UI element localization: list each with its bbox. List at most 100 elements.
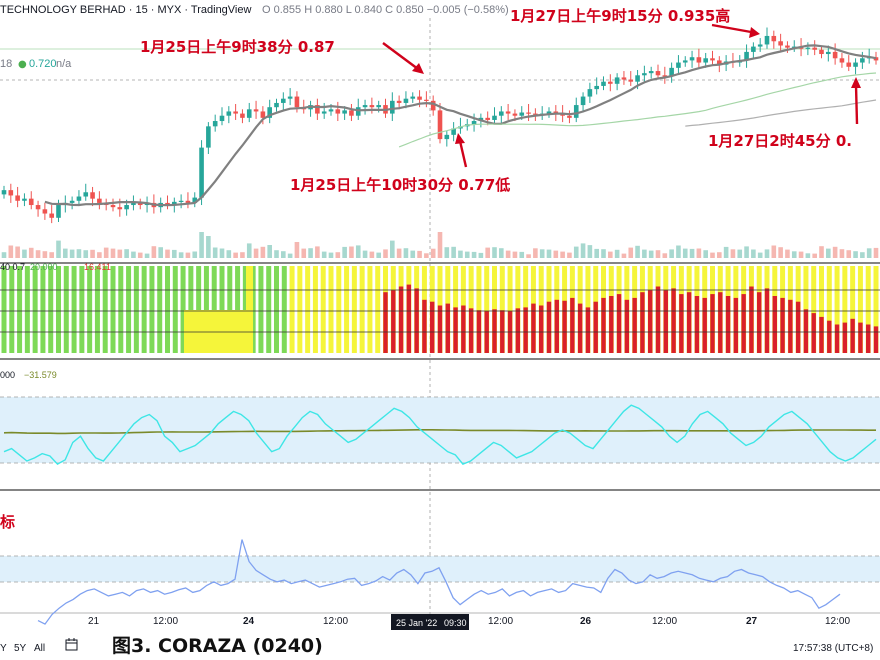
volume-bar bbox=[22, 249, 27, 258]
range-5y[interactable]: 5Y bbox=[14, 643, 27, 654]
candle-body bbox=[567, 115, 572, 118]
osc1-bar bbox=[398, 286, 404, 353]
candle-body bbox=[437, 110, 443, 140]
osc1-bar bbox=[63, 266, 69, 353]
candle-body bbox=[832, 51, 838, 59]
indicator-na: n/a bbox=[56, 58, 72, 70]
calendar-icon[interactable] bbox=[65, 638, 78, 651]
candle-body bbox=[812, 47, 817, 50]
annotation-2: 1月25日上午10时30分 0.77低 bbox=[290, 176, 510, 194]
candle-body bbox=[8, 190, 14, 196]
volume-bar bbox=[206, 236, 211, 258]
osc1-bar bbox=[795, 301, 801, 353]
candle-body bbox=[791, 46, 797, 48]
candle-body bbox=[764, 35, 770, 45]
osc1-bar bbox=[819, 266, 824, 353]
osc1-bar bbox=[258, 266, 264, 353]
candle-body bbox=[594, 85, 599, 90]
candle-body bbox=[260, 111, 266, 118]
osc1-bar bbox=[375, 266, 381, 353]
candle-body bbox=[321, 111, 327, 114]
osc1-bar bbox=[430, 301, 435, 353]
volume-bar bbox=[471, 251, 477, 258]
volume-bar bbox=[451, 246, 456, 258]
volume-bar bbox=[42, 251, 48, 258]
osc1-legend-c: 16.411 bbox=[84, 262, 111, 272]
volume-bar bbox=[417, 250, 422, 258]
osc1-bar bbox=[834, 324, 840, 353]
volume-bar bbox=[764, 249, 770, 258]
volume-bar bbox=[553, 250, 559, 258]
volume-bar bbox=[839, 249, 845, 258]
osc1-bar bbox=[873, 326, 879, 353]
osc2-legend-b: −31.579 bbox=[24, 370, 57, 380]
candle-body bbox=[771, 35, 777, 42]
osc1-bar bbox=[593, 301, 598, 353]
osc1-bar bbox=[141, 266, 147, 353]
range-y[interactable]: Y bbox=[0, 643, 7, 654]
volume-bar bbox=[846, 250, 852, 258]
volume-bar bbox=[63, 248, 68, 258]
candle-body bbox=[362, 105, 368, 108]
range-all[interactable]: All bbox=[34, 643, 45, 654]
osc1-bar bbox=[718, 292, 723, 353]
osc1-bar bbox=[788, 299, 793, 353]
osc1-bar bbox=[523, 307, 528, 353]
osc1-bar bbox=[492, 309, 497, 353]
volume-bar bbox=[369, 251, 375, 258]
candle-body bbox=[744, 51, 749, 61]
osc1-bar bbox=[1, 266, 7, 353]
candle-body bbox=[315, 105, 320, 114]
candle-body bbox=[642, 73, 647, 76]
annotation-3: 1月27日上午9时15分 0.935高 bbox=[510, 7, 730, 25]
candle-body bbox=[355, 107, 361, 116]
volume-bar bbox=[349, 246, 354, 258]
volume-bar bbox=[826, 248, 831, 258]
osc1-bar bbox=[336, 266, 342, 353]
osc1-bar bbox=[515, 308, 521, 353]
candle-body bbox=[206, 126, 211, 148]
volume-bar bbox=[642, 249, 647, 258]
annotation-1-arrow bbox=[382, 42, 419, 70]
osc1-bar bbox=[203, 266, 209, 353]
volume-bar bbox=[97, 252, 102, 258]
candle-body bbox=[505, 111, 511, 114]
osc1-bar bbox=[40, 266, 46, 353]
osc1-bar bbox=[172, 266, 178, 353]
candle-body bbox=[689, 57, 695, 61]
symbol-title: TECHNOLOGY BERHAD · 15 · MYX · TradingVi… bbox=[0, 4, 251, 16]
volume-bar bbox=[730, 249, 736, 258]
volume-bar bbox=[614, 249, 620, 258]
volume-bar bbox=[819, 246, 824, 258]
candle-body bbox=[76, 196, 82, 201]
volume-bar bbox=[594, 248, 599, 258]
candle-body bbox=[124, 205, 129, 210]
indicator-dot: ● bbox=[18, 59, 27, 70]
volume-bar bbox=[287, 253, 293, 258]
candle-body bbox=[846, 62, 852, 67]
volume-bar bbox=[185, 252, 191, 258]
volume-bar bbox=[669, 249, 674, 258]
osc1-bar bbox=[184, 310, 246, 353]
osc1-bar bbox=[803, 309, 809, 353]
osc1-bar bbox=[250, 266, 256, 353]
candle-body bbox=[573, 105, 579, 118]
x-tick-label: 24 bbox=[243, 616, 255, 627]
candle-body bbox=[117, 207, 123, 210]
annotation-2-arrowhead bbox=[455, 133, 465, 144]
volume-bar bbox=[723, 246, 729, 258]
volume-bar bbox=[253, 248, 259, 258]
candle-body bbox=[335, 109, 341, 114]
volume-bar bbox=[573, 246, 579, 258]
candle-body bbox=[42, 209, 48, 214]
volume-bar bbox=[832, 246, 838, 258]
candle-body bbox=[703, 58, 708, 63]
candle-body bbox=[178, 200, 184, 202]
candle-body bbox=[137, 202, 143, 206]
volume-bar bbox=[539, 249, 545, 258]
osc1-bar bbox=[873, 266, 879, 353]
crosshair-date-label bbox=[391, 614, 469, 630]
x-tick-label: 12:00 bbox=[488, 616, 513, 627]
candle-body bbox=[614, 77, 620, 84]
osc1-bar bbox=[79, 266, 85, 353]
